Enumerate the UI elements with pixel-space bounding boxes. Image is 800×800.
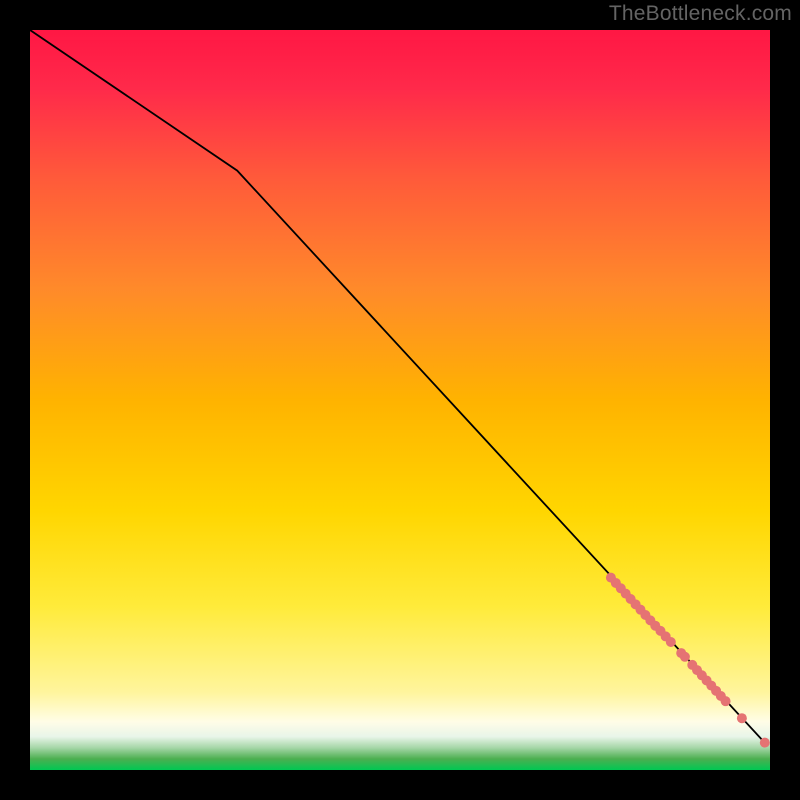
chart-line xyxy=(30,30,763,740)
chart-plot-area xyxy=(30,30,770,770)
chart-marker xyxy=(666,637,676,647)
chart-markers xyxy=(606,573,770,748)
attribution-text: TheBottleneck.com xyxy=(609,2,792,26)
chart-marker xyxy=(737,713,747,723)
chart-overlay xyxy=(30,30,770,770)
chart-marker xyxy=(721,696,731,706)
chart-marker xyxy=(760,738,770,748)
chart-marker xyxy=(680,652,690,662)
